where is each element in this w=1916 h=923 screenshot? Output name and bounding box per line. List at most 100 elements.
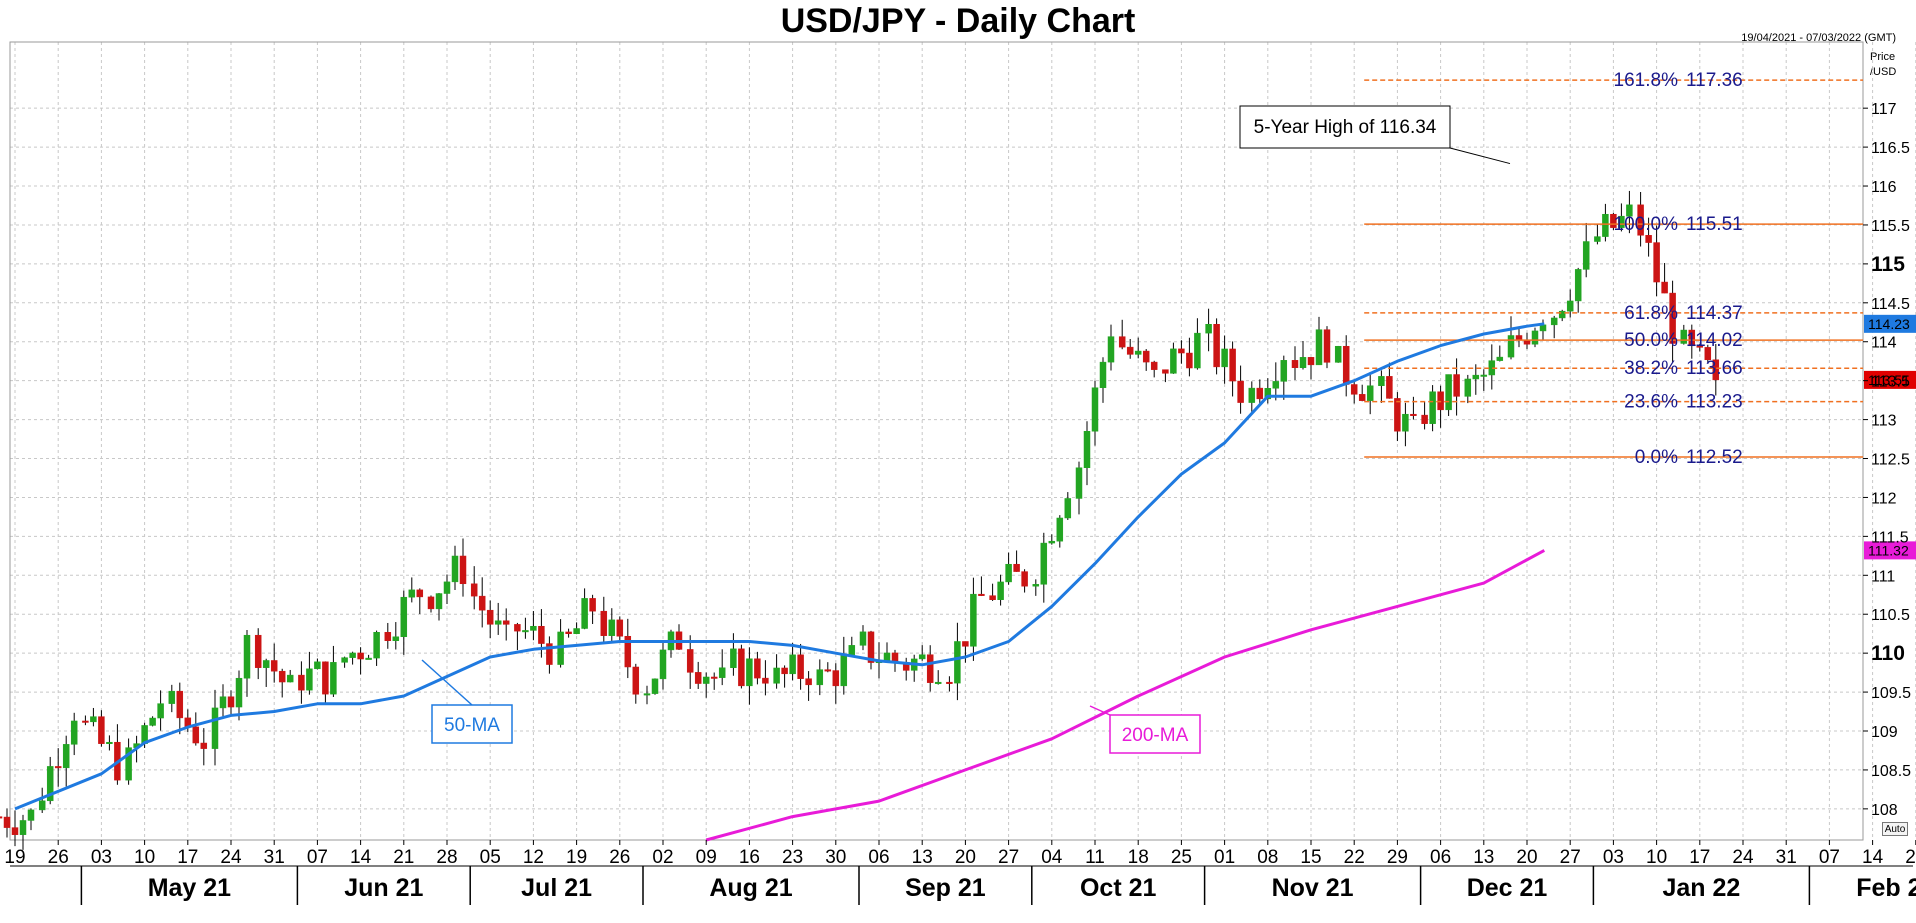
- candle-up: [859, 631, 867, 646]
- candle-down: [1610, 213, 1617, 228]
- candle-up: [125, 747, 132, 781]
- ma200-callout-pointer: [1089, 705, 1111, 716]
- candle-down: [805, 678, 812, 686]
- x-tick-label: 23: [782, 847, 803, 868]
- x-tick-label: 10: [134, 847, 155, 868]
- axis-value-tag: [1864, 541, 1916, 560]
- candle-down: [1229, 348, 1236, 382]
- candle-up: [286, 674, 294, 683]
- high-callout-pointer: [1449, 147, 1511, 165]
- candle-up: [1366, 385, 1374, 401]
- candle-up: [1280, 360, 1288, 382]
- high-callout-text: 5-Year High of 116.34: [1254, 117, 1437, 138]
- candle-down: [1256, 387, 1264, 400]
- candle-up: [789, 654, 796, 675]
- x-month-label: Jun 21: [344, 874, 423, 902]
- candle-up: [1618, 215, 1625, 228]
- candle-down: [1453, 374, 1460, 397]
- candle-down: [98, 716, 105, 744]
- x-tick-label: 25: [1171, 847, 1192, 868]
- candle-down: [824, 669, 832, 672]
- candle-up: [1507, 335, 1515, 358]
- candle-down: [616, 619, 624, 637]
- candle-up: [168, 690, 176, 704]
- candle-down: [502, 620, 510, 625]
- x-tick-label: 17: [1689, 847, 1710, 868]
- y-tick-label: 115.5: [1871, 218, 1910, 235]
- x-month-label: Oct 21: [1080, 874, 1157, 902]
- candle-down: [270, 660, 278, 672]
- y-axis-label-line: /USD: [1870, 66, 1897, 78]
- candle-down: [1213, 323, 1220, 368]
- candle-down: [1150, 361, 1158, 370]
- candle-up: [651, 678, 659, 694]
- x-tick-label: 14: [350, 847, 372, 868]
- candle-up: [746, 658, 753, 687]
- candle-up: [341, 657, 348, 663]
- x-month-label: Feb 22: [1856, 874, 1916, 902]
- candle-up: [365, 657, 372, 660]
- x-tick-label: 09: [696, 847, 717, 868]
- candle-up: [1680, 329, 1688, 344]
- candle-up: [149, 717, 156, 726]
- axis-value-tag: [1864, 314, 1916, 333]
- candle-down: [1178, 348, 1185, 354]
- fib-level-price: 112.52: [1686, 447, 1743, 468]
- auto-scale-button[interactable]: Auto: [1882, 822, 1908, 836]
- y-tick-label: 116: [1871, 179, 1897, 196]
- candle-up: [70, 720, 78, 745]
- candle-up: [1566, 300, 1574, 312]
- y-tick-label: 113: [1871, 413, 1897, 430]
- candle-up: [349, 652, 356, 658]
- y-tick-label: 114: [1871, 335, 1897, 352]
- candle-down: [1688, 329, 1696, 347]
- candle-down: [738, 648, 745, 687]
- x-tick-label: 04: [1041, 847, 1063, 868]
- x-tick-label: 06: [1430, 847, 1451, 868]
- candle-down: [11, 827, 19, 835]
- y-tick-label: 111.5: [1871, 529, 1909, 546]
- x-tick-label: 31: [264, 847, 285, 868]
- moving-averages: 114.23 111.32 113.51: [14, 314, 1916, 842]
- x-tick-label: 01: [1214, 847, 1235, 868]
- candle-up: [1558, 310, 1566, 319]
- annotations: 5-Year High of 116.34 50-MA 200-MA: [421, 105, 1511, 754]
- candle-up: [730, 648, 737, 668]
- candle-down: [322, 661, 329, 695]
- candle-down: [1126, 346, 1134, 355]
- candle-down: [384, 632, 392, 641]
- fib-level-price: 113.23: [1686, 392, 1743, 413]
- candle-up: [330, 662, 337, 695]
- candle-up: [573, 628, 580, 634]
- candle-down: [710, 676, 718, 679]
- candle-up: [1378, 376, 1385, 386]
- chart-title: USD/JPY - Daily Chart: [780, 2, 1136, 40]
- candle-down: [600, 610, 608, 636]
- candle-up: [1574, 269, 1582, 302]
- candle-up: [1107, 336, 1115, 363]
- candle-up: [1170, 348, 1177, 374]
- high-callout-box: [1239, 105, 1451, 149]
- x-tick-label: 22: [1344, 847, 1365, 868]
- candle-up: [400, 596, 408, 638]
- candle-up: [1099, 361, 1107, 388]
- candle-up: [451, 555, 459, 583]
- candle-down: [1712, 359, 1720, 381]
- x-tick-label: 20: [955, 847, 976, 868]
- candle-up: [1299, 357, 1307, 368]
- y-tick-label: 110.5: [1871, 607, 1910, 624]
- ma200-line: [705, 549, 1546, 842]
- candle-down: [546, 643, 553, 665]
- candle-down: [1661, 281, 1668, 294]
- y-tick-label: 117: [1871, 101, 1897, 118]
- candle-up: [848, 645, 856, 656]
- x-tick-label: 11: [1085, 847, 1105, 868]
- x-tick-label: 27: [998, 847, 1019, 868]
- axis-value-tag-text: 114.23: [1868, 316, 1910, 332]
- fib-level-price: 114.37: [1686, 303, 1743, 324]
- x-tick-label: 10: [1646, 847, 1667, 868]
- candle-up: [38, 800, 46, 811]
- candle-up: [1472, 374, 1480, 380]
- x-tick-label: 26: [48, 847, 69, 868]
